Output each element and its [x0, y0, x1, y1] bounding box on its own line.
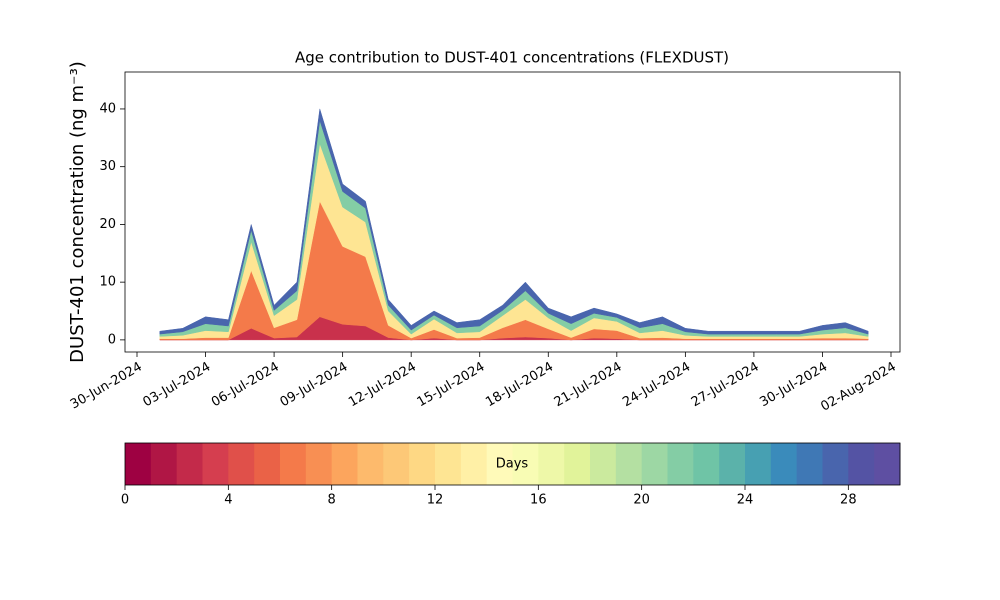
colorbar-tick-label: 20 [633, 493, 650, 508]
x-tick-label: 27-Jul-2024 [689, 360, 762, 411]
colorbar-tick-label: 28 [840, 493, 857, 508]
y-tick-label: 30 [99, 159, 116, 174]
colorbar-bin [822, 443, 849, 485]
colorbar-bin [770, 443, 798, 485]
colorbar-bin [435, 443, 462, 485]
colorbar-bin [512, 443, 539, 485]
colorbar-bin [615, 443, 643, 485]
colorbar-bin [305, 443, 333, 485]
colorbar-bin [874, 443, 901, 485]
x-tick-label: 02-Aug-2024 [818, 360, 898, 415]
colorbar-bin [667, 443, 694, 485]
colorbar-tick-label: 8 [328, 493, 336, 508]
colorbar-bin [796, 443, 823, 485]
colorbar-bin [486, 443, 513, 485]
colorbar-tick-label: 24 [737, 493, 754, 508]
colorbar-bin [460, 443, 488, 485]
y-axis-label: DUST-401 concentration (ng m⁻³) [67, 61, 88, 363]
colorbar-tick-label: 16 [530, 493, 547, 508]
x-tick-label: 30-Jun-2024 [68, 360, 145, 413]
x-tick-label: 12-Jul-2024 [346, 360, 419, 411]
colorbar-tick-label: 12 [427, 493, 444, 508]
x-tick-label: 06-Jul-2024 [209, 360, 282, 411]
y-tick-label: 0 [108, 332, 116, 347]
x-tick-label: 24-Jul-2024 [620, 360, 693, 411]
colorbar-bin [383, 443, 410, 485]
colorbar-bin [538, 443, 565, 485]
x-tick-label: 03-Jul-2024 [140, 360, 213, 411]
colorbar-bin [254, 443, 281, 485]
colorbar-bin [150, 443, 178, 485]
colorbar-label: Days [496, 457, 529, 472]
colorbar-bin [280, 443, 307, 485]
y-tick-label: 20 [99, 217, 116, 232]
colorbar-bin [745, 443, 772, 485]
colorbar-bin [848, 443, 875, 485]
area [159, 108, 869, 335]
colorbar: 0 4 8 12 16 20 24 28 [121, 442, 901, 508]
x-tick-label: 15-Jul-2024 [415, 360, 488, 411]
colorbar-bin [228, 443, 255, 485]
y-tick-label: 10 [99, 275, 116, 290]
colorbar-bin [331, 443, 358, 485]
axes-frame [124, 71, 901, 353]
colorbar-bin [590, 443, 617, 485]
colorbar-bin [176, 443, 203, 485]
colorbar-frame [124, 442, 901, 486]
colorbar-bin [202, 443, 229, 485]
chart-title: Age contribution to DUST-401 concentrati… [295, 49, 729, 67]
colorbar-tick-label: 4 [224, 493, 232, 508]
colorbar-bin [409, 443, 436, 485]
x-tick-label: 18-Jul-2024 [483, 360, 556, 411]
colorbar-bin [125, 443, 152, 485]
colorbar-bin [693, 443, 720, 485]
colorbar-bin [719, 443, 746, 485]
x-tick-label: 21-Jul-2024 [552, 360, 625, 411]
colorbar-tick-label: 0 [121, 493, 129, 508]
y-tick-label: 40 [99, 101, 116, 116]
plot-area: 0 10 20 30 40 30-Jun-202403-Jul-202406-Jul-20… [68, 101, 899, 414]
colorbar-bin [641, 443, 668, 485]
colorbar-bin [357, 443, 384, 485]
colorbar-bin [564, 443, 591, 485]
x-tick-label: 09-Jul-2024 [278, 360, 351, 411]
